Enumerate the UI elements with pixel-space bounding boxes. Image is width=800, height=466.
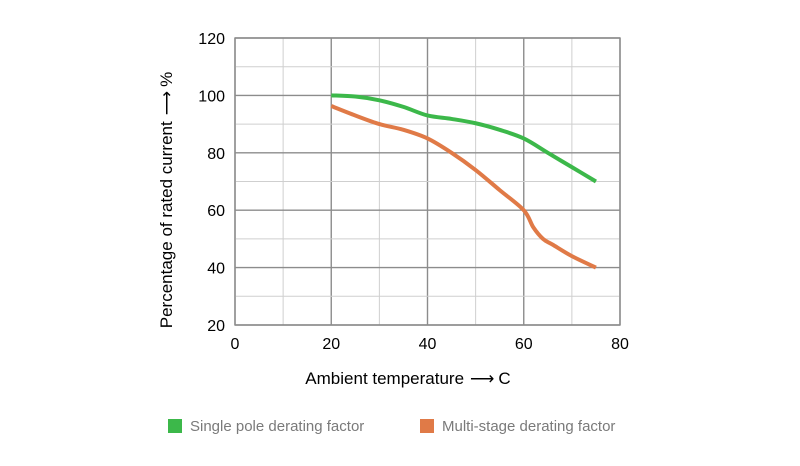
legend-label-single-pole: Single pole derating factor	[190, 418, 364, 435]
grid	[234, 37, 621, 326]
plot-frame	[234, 37, 621, 326]
x-tick-label: 20	[322, 336, 340, 353]
y-tick-label: 60	[207, 203, 225, 220]
series-line-multi-stage	[330, 104, 597, 270]
x-tick-label: 0	[231, 336, 240, 353]
legend-swatch-single-pole	[168, 419, 182, 433]
y-tick-label: 80	[207, 146, 225, 163]
legend-swatch-multi-stage	[420, 419, 434, 433]
legend-item-single-pole: Single pole derating factor	[168, 418, 364, 435]
tick-labels: 0 20 40 60 80 20 40 60 80 100 120	[198, 31, 629, 353]
legend-label-multi-stage: Multi-stage derating factor	[442, 418, 615, 435]
y-tick-label: 100	[198, 88, 225, 105]
x-tick-label: 60	[515, 336, 533, 353]
x-tick-label: 40	[419, 336, 437, 353]
y-tick-label: 40	[207, 261, 225, 278]
y-tick-label: 20	[207, 318, 225, 335]
y-tick-label: 120	[198, 31, 225, 48]
x-tick-label: 80	[611, 336, 629, 353]
series-line-single-pole	[331, 93, 597, 184]
legend: Single pole derating factor Multi-stage …	[168, 418, 615, 435]
legend-item-multi-stage: Multi-stage derating factor	[420, 418, 615, 435]
series-lines	[330, 93, 597, 270]
y-axis-label: Percentage of rated current⟶%	[157, 72, 176, 328]
x-axis-label: Ambient temperature ⟶ C	[305, 369, 510, 388]
